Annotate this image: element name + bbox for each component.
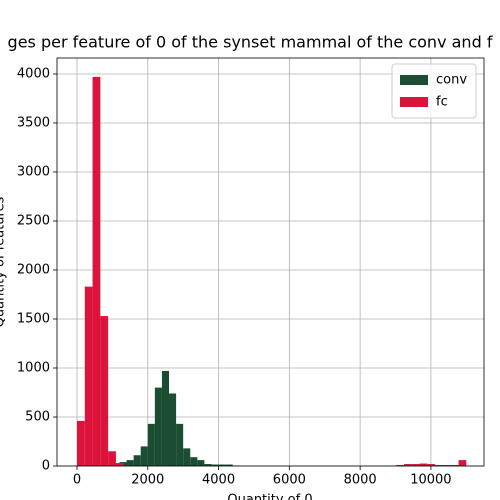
bar (404, 464, 412, 466)
y-tick-label: 0 (42, 459, 50, 474)
bar (100, 316, 109, 466)
bar (411, 464, 420, 466)
bar (76, 420, 85, 466)
bar (204, 464, 212, 466)
y-tick-label: 4000 (17, 66, 50, 81)
bar (396, 465, 405, 466)
bar (154, 387, 162, 466)
bar (147, 423, 155, 466)
chart-title: ges per feature of 0 of the synset mamma… (8, 33, 493, 52)
bar (169, 393, 177, 466)
bar (161, 370, 170, 466)
plot-frame (56, 57, 485, 467)
bar (126, 460, 134, 466)
bar (442, 465, 451, 466)
bar (211, 464, 219, 466)
bar (183, 448, 191, 466)
x-tick-label: 8000 (344, 473, 377, 488)
y-tick-label: 1000 (17, 360, 50, 375)
bar (458, 460, 467, 466)
x-tick-label: 6000 (273, 473, 306, 488)
x-tick-label: 10000 (410, 473, 451, 488)
legend-swatch (400, 75, 428, 85)
bar (218, 464, 226, 466)
y-tick-label: 2500 (17, 213, 50, 228)
bar (197, 460, 205, 466)
bar (176, 423, 184, 466)
x-tick-label: 0 (73, 473, 81, 488)
legend-label: conv (436, 73, 467, 88)
bar (225, 464, 233, 466)
bar (108, 451, 116, 466)
bar (133, 455, 141, 466)
bar (435, 465, 443, 466)
y-tick-label: 2000 (17, 262, 50, 277)
legend-swatch (400, 97, 428, 107)
x-tick-label: 2000 (131, 473, 164, 488)
bar (419, 463, 428, 466)
y-tick-label: 1500 (17, 311, 50, 326)
y-tick-label: 3500 (17, 115, 50, 130)
bar (190, 457, 198, 466)
y-tick-label: 3000 (17, 164, 50, 179)
bar (84, 286, 93, 466)
x-tick-label: 4000 (202, 473, 235, 488)
bar (140, 446, 148, 466)
bar (450, 465, 459, 466)
x-axis-label: Quantity of 0 (227, 493, 312, 500)
bar (115, 463, 124, 466)
y-axis-label: Quantity of features (0, 196, 8, 327)
y-tick-label: 500 (25, 409, 50, 424)
bar (92, 76, 101, 466)
bar (427, 464, 436, 466)
legend-label: fc (436, 95, 448, 110)
